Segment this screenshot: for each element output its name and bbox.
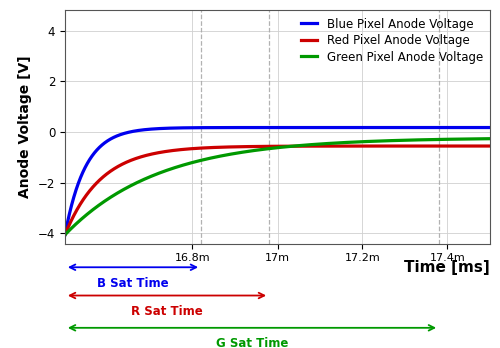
- Green Pixel Anode Voltage: [433, 137, 439, 142]
- Line: Red Pixel Anode Voltage: Red Pixel Anode Voltage: [65, 146, 490, 235]
- Green Pixel Anode Voltage: [136, 180, 141, 184]
- Green Pixel Anode Voltage: [225, 152, 231, 157]
- Blue Pixel Anode Voltage: [433, 125, 439, 129]
- Text: Time [ms]: Time [ms]: [404, 260, 490, 275]
- Green Pixel Anode Voltage: [62, 233, 68, 237]
- Blue Pixel Anode Voltage: [62, 233, 68, 237]
- Line: Green Pixel Anode Voltage: Green Pixel Anode Voltage: [65, 139, 490, 235]
- Text: R Sat Time: R Sat Time: [131, 305, 203, 318]
- Text: B Sat Time: B Sat Time: [97, 277, 169, 290]
- Red Pixel Anode Voltage: [244, 144, 250, 149]
- Red Pixel Anode Voltage: [110, 167, 116, 171]
- Y-axis label: Anode Voltage [V]: Anode Voltage [V]: [18, 56, 32, 198]
- Red Pixel Anode Voltage: [62, 233, 68, 237]
- Blue Pixel Anode Voltage: [225, 126, 231, 130]
- Blue Pixel Anode Voltage: [110, 135, 116, 140]
- Blue Pixel Anode Voltage: [136, 128, 141, 133]
- Line: Blue Pixel Anode Voltage: Blue Pixel Anode Voltage: [65, 127, 490, 235]
- Legend: Blue Pixel Anode Voltage, Red Pixel Anode Voltage, Green Pixel Anode Voltage: Blue Pixel Anode Voltage, Red Pixel Anod…: [296, 13, 488, 68]
- Green Pixel Anode Voltage: [478, 137, 484, 141]
- Text: G Sat Time: G Sat Time: [216, 338, 288, 348]
- Blue Pixel Anode Voltage: [478, 125, 484, 129]
- Red Pixel Anode Voltage: [225, 145, 231, 149]
- Red Pixel Anode Voltage: [478, 144, 484, 148]
- Blue Pixel Anode Voltage: [244, 125, 250, 129]
- Green Pixel Anode Voltage: [487, 137, 493, 141]
- Red Pixel Anode Voltage: [487, 144, 493, 148]
- Green Pixel Anode Voltage: [244, 150, 250, 154]
- Blue Pixel Anode Voltage: [487, 125, 493, 129]
- Red Pixel Anode Voltage: [433, 144, 439, 148]
- Red Pixel Anode Voltage: [136, 156, 141, 160]
- Green Pixel Anode Voltage: [110, 193, 116, 198]
